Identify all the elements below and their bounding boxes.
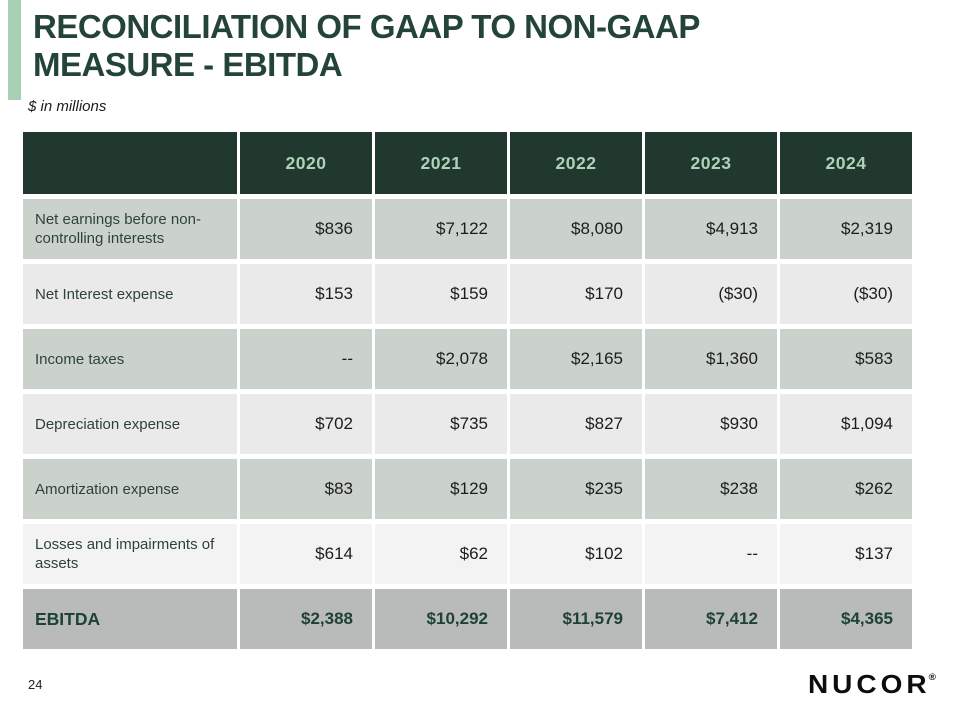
cell-income-taxes-2022: $2,165 bbox=[510, 329, 642, 389]
cell-net-interest-2020: $153 bbox=[240, 264, 372, 324]
cell-net-interest-2022: $170 bbox=[510, 264, 642, 324]
row-label-amortization: Amortization expense bbox=[23, 459, 237, 519]
title-line-1: RECONCILIATION OF GAAP TO NON-GAAP bbox=[33, 8, 700, 45]
row-label-losses-impairments: Losses and impairments of assets bbox=[23, 524, 237, 584]
cell-losses-2020: $614 bbox=[240, 524, 372, 584]
cell-net-earnings-2022: $8,080 bbox=[510, 199, 642, 259]
cell-net-earnings-2024: $2,319 bbox=[780, 199, 912, 259]
cell-depreciation-2023: $930 bbox=[645, 394, 777, 454]
cell-income-taxes-2024: $583 bbox=[780, 329, 912, 389]
cell-ebitda-2024: $4,365 bbox=[780, 589, 912, 649]
cell-net-interest-2024: ($30) bbox=[780, 264, 912, 324]
cell-depreciation-2022: $827 bbox=[510, 394, 642, 454]
cell-depreciation-2021: $735 bbox=[375, 394, 507, 454]
page-number: 24 bbox=[28, 677, 43, 692]
cell-net-earnings-2020: $836 bbox=[240, 199, 372, 259]
cell-losses-2021: $62 bbox=[375, 524, 507, 584]
nucor-logo-text: NUCOR bbox=[807, 670, 931, 699]
cell-ebitda-2023: $7,412 bbox=[645, 589, 777, 649]
cell-amortization-2020: $83 bbox=[240, 459, 372, 519]
cell-net-interest-2021: $159 bbox=[375, 264, 507, 324]
cell-amortization-2022: $235 bbox=[510, 459, 642, 519]
cell-ebitda-2020: $2,388 bbox=[240, 589, 372, 649]
table-header-year-2022: 2022 bbox=[510, 132, 642, 194]
cell-losses-2022: $102 bbox=[510, 524, 642, 584]
table-header-year-2024: 2024 bbox=[780, 132, 912, 194]
row-label-depreciation: Depreciation expense bbox=[23, 394, 237, 454]
cell-depreciation-2020: $702 bbox=[240, 394, 372, 454]
cell-losses-2024: $137 bbox=[780, 524, 912, 584]
cell-ebitda-2021: $10,292 bbox=[375, 589, 507, 649]
table-header-year-2020: 2020 bbox=[240, 132, 372, 194]
cell-net-earnings-2023: $4,913 bbox=[645, 199, 777, 259]
row-label-ebitda: EBITDA bbox=[23, 589, 237, 649]
cell-amortization-2024: $262 bbox=[780, 459, 912, 519]
row-label-net-earnings: Net earnings before non-controlling inte… bbox=[23, 199, 237, 259]
cell-net-interest-2023: ($30) bbox=[645, 264, 777, 324]
registered-trademark-icon: ® bbox=[928, 672, 936, 683]
cell-income-taxes-2021: $2,078 bbox=[375, 329, 507, 389]
row-label-net-interest: Net Interest expense bbox=[23, 264, 237, 324]
cell-net-earnings-2021: $7,122 bbox=[375, 199, 507, 259]
cell-income-taxes-2020: -- bbox=[240, 329, 372, 389]
table-header-corner bbox=[23, 132, 237, 194]
subtitle-units-note: $ in millions bbox=[28, 98, 107, 115]
cell-income-taxes-2023: $1,360 bbox=[645, 329, 777, 389]
cell-amortization-2023: $238 bbox=[645, 459, 777, 519]
page-title: RECONCILIATION OF GAAP TO NON-GAAP MEASUR… bbox=[33, 8, 938, 84]
table-header-year-2021: 2021 bbox=[375, 132, 507, 194]
title-line-2: MEASURE - EBITDA bbox=[33, 46, 343, 83]
nucor-logo: NUCOR® bbox=[808, 670, 936, 699]
cell-amortization-2021: $129 bbox=[375, 459, 507, 519]
cell-depreciation-2024: $1,094 bbox=[780, 394, 912, 454]
title-accent-bar bbox=[8, 0, 21, 100]
row-label-income-taxes: Income taxes bbox=[23, 329, 237, 389]
cell-ebitda-2022: $11,579 bbox=[510, 589, 642, 649]
cell-losses-2023: -- bbox=[645, 524, 777, 584]
table-header-year-2023: 2023 bbox=[645, 132, 777, 194]
reconciliation-table: 2020 2021 2022 2023 2024 Net earnings be… bbox=[23, 132, 912, 649]
